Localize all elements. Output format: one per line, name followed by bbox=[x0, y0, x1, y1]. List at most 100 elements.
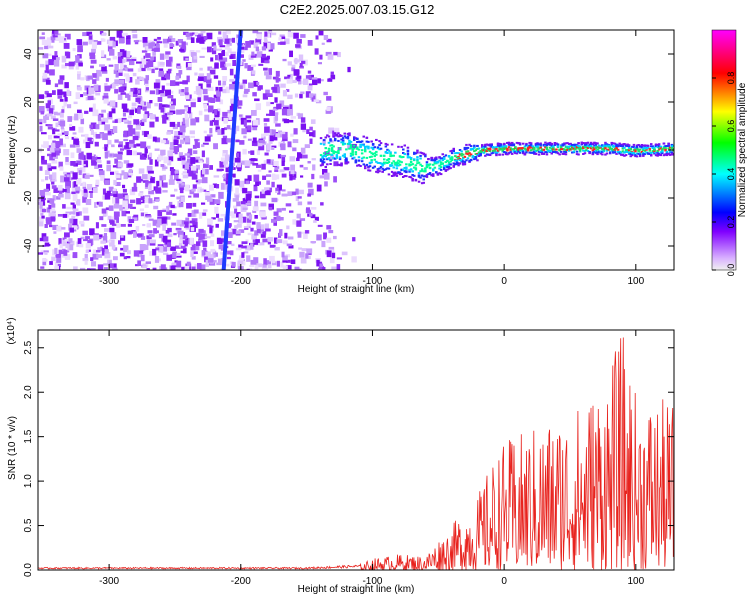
ridge-cell bbox=[406, 149, 410, 152]
heatmap-cell bbox=[140, 195, 145, 200]
heatmap-cell bbox=[56, 196, 61, 200]
y-tick-label: 20 bbox=[23, 96, 34, 108]
heatmap-cell bbox=[268, 47, 273, 52]
heatmap-cell bbox=[54, 51, 58, 56]
ridge-cell bbox=[620, 153, 623, 156]
heatmap-cell bbox=[76, 160, 82, 166]
heatmap-cell bbox=[87, 137, 92, 142]
heatmap-cell bbox=[171, 38, 176, 42]
heatmap-cell bbox=[104, 245, 108, 250]
heatmap-cell bbox=[82, 258, 89, 262]
heatmap-cell bbox=[287, 74, 291, 78]
ridge-cell bbox=[479, 153, 482, 155]
heatmap-cell bbox=[215, 117, 221, 121]
ridge-cell bbox=[507, 152, 511, 155]
ridge-cell bbox=[563, 150, 566, 153]
heatmap-cell bbox=[126, 150, 133, 156]
heatmap-cell bbox=[163, 235, 168, 243]
ridge-cell bbox=[349, 146, 353, 149]
ridge-cell bbox=[482, 151, 485, 154]
ridge-cell bbox=[631, 151, 634, 154]
ridge-cell bbox=[439, 161, 443, 164]
heatmap-cell bbox=[185, 121, 189, 127]
heatmap-cell bbox=[80, 236, 85, 240]
ridge-cell bbox=[657, 145, 661, 148]
ridge-cell bbox=[324, 147, 327, 150]
heatmap-cell bbox=[39, 36, 46, 40]
heatmap-cell bbox=[202, 142, 209, 145]
heatmap-cell bbox=[140, 141, 147, 149]
ridge-cell bbox=[446, 168, 449, 171]
ridge-cell bbox=[626, 151, 629, 153]
ridge-cell bbox=[599, 152, 602, 155]
ridge-cell bbox=[667, 144, 670, 147]
heatmap-cell bbox=[162, 166, 168, 170]
heatmap-cell bbox=[209, 120, 214, 126]
heatmap-cell bbox=[84, 260, 88, 265]
heatmap-cell bbox=[93, 249, 97, 254]
ridge-cell bbox=[454, 159, 457, 162]
heatmap-cell bbox=[269, 43, 275, 50]
ridge-cell bbox=[356, 141, 359, 143]
ridge-cell bbox=[337, 132, 340, 135]
heatmap-cell bbox=[65, 243, 71, 249]
ridge-cell bbox=[533, 152, 536, 154]
ridge-cell bbox=[662, 142, 666, 145]
ridge-cell bbox=[403, 167, 406, 169]
heatmap-cell bbox=[219, 87, 223, 92]
heatmap-cell bbox=[122, 119, 129, 123]
ridge-cell bbox=[413, 158, 416, 161]
heatmap-cell bbox=[253, 242, 259, 245]
ridge-cell bbox=[512, 150, 516, 153]
heatmap-cell bbox=[132, 217, 138, 221]
ridge-cell bbox=[450, 149, 454, 152]
ridge-cell bbox=[345, 136, 348, 139]
ridge-cell bbox=[501, 153, 504, 156]
heatmap-cell bbox=[333, 51, 338, 56]
heatmap-cell bbox=[140, 236, 146, 240]
heatmap-cell bbox=[155, 247, 160, 251]
heatmap-cell bbox=[229, 79, 235, 82]
heatmap-cell bbox=[123, 245, 129, 253]
x-tick-label: -200 bbox=[231, 276, 251, 287]
heatmap-cell bbox=[274, 86, 281, 94]
heatmap-cell bbox=[169, 121, 176, 127]
ridge-cell bbox=[575, 146, 579, 149]
ridge-cell bbox=[360, 157, 364, 160]
heatmap-cell bbox=[90, 59, 97, 64]
heatmap-cell bbox=[145, 75, 149, 81]
heatmap-cell bbox=[69, 126, 76, 131]
ridge-cell bbox=[463, 155, 467, 158]
ridge-cell bbox=[624, 144, 628, 147]
ridge-cell bbox=[645, 144, 648, 147]
heatmap-cell bbox=[140, 120, 145, 126]
ridge-cell bbox=[488, 150, 492, 152]
heatmap-cell bbox=[179, 48, 185, 52]
ridge-cell bbox=[567, 149, 571, 152]
heatmap-cell bbox=[169, 101, 173, 105]
ridge-cell bbox=[657, 148, 661, 151]
heatmap-cell bbox=[52, 55, 58, 62]
heatmap-cell bbox=[82, 181, 86, 187]
heatmap-cell bbox=[68, 61, 75, 67]
ridge-cell bbox=[389, 155, 392, 158]
ridge-cell bbox=[425, 161, 429, 164]
heatmap-cell bbox=[41, 208, 47, 213]
ridge-cell bbox=[496, 144, 500, 147]
heatmap-cell bbox=[135, 123, 142, 130]
heatmap-cell bbox=[68, 177, 73, 181]
ridge-cell bbox=[392, 160, 395, 163]
heatmap-cell bbox=[263, 123, 268, 126]
ridge-cell bbox=[580, 142, 583, 144]
heatmap-cell bbox=[138, 168, 145, 174]
heatmap-cell bbox=[78, 112, 83, 120]
heatmap-cell bbox=[182, 46, 187, 51]
heatmap-cell bbox=[191, 52, 197, 57]
ridge-cell bbox=[635, 145, 639, 148]
heatmap-cell bbox=[133, 119, 140, 125]
ridge-cell bbox=[561, 148, 564, 151]
heatmap-cell bbox=[101, 50, 105, 57]
ridge-cell bbox=[460, 159, 463, 162]
ridge-cell bbox=[561, 143, 564, 146]
ridge-cell bbox=[515, 152, 519, 155]
